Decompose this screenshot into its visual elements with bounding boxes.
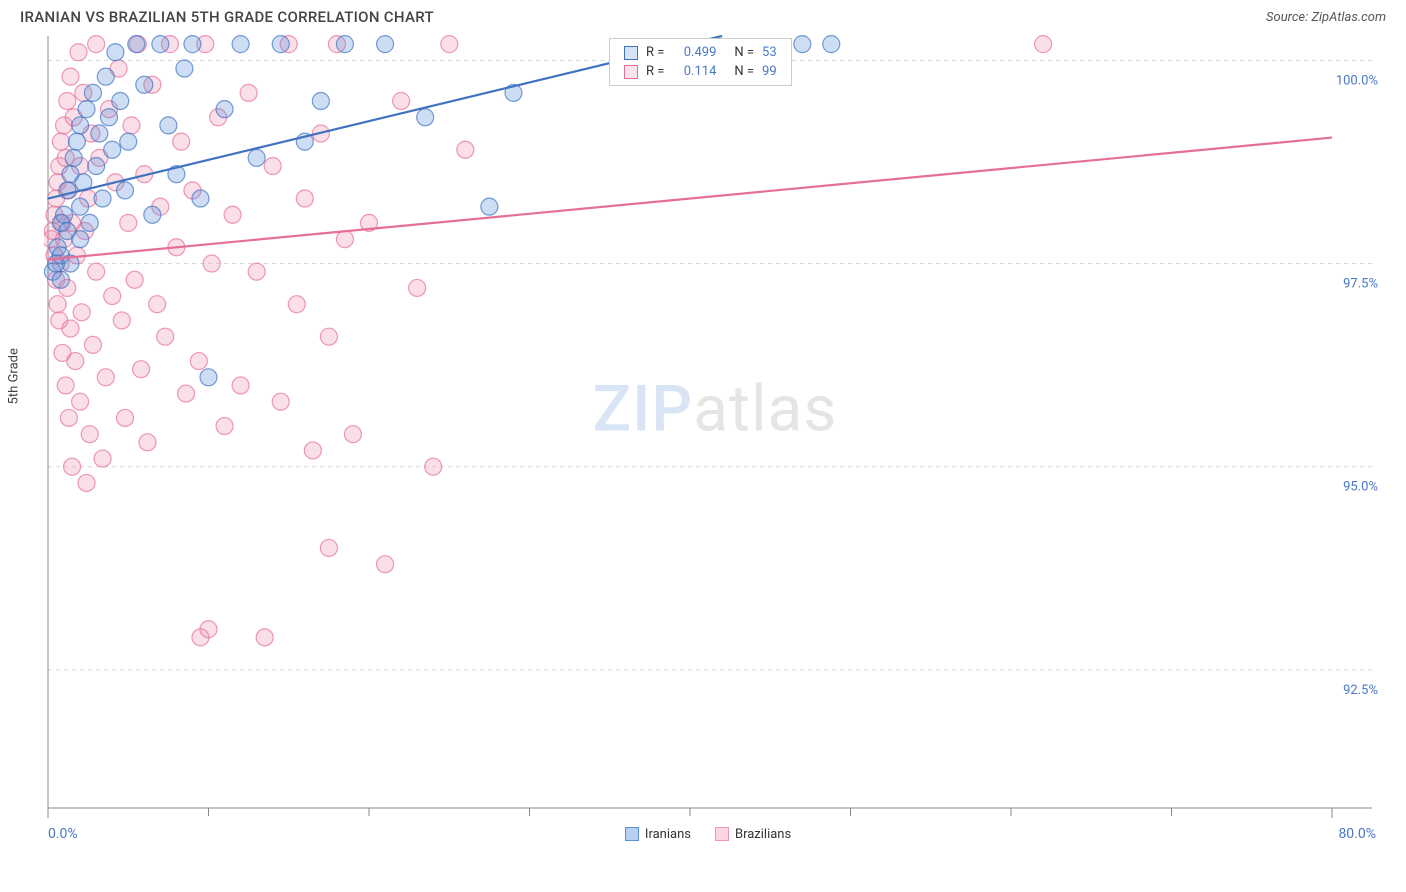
legend-item: Iranians <box>625 827 691 842</box>
source-label: Source: <box>1266 10 1311 25</box>
r-value: 0.114 <box>672 64 716 79</box>
legend-item: Brazilians <box>715 827 791 842</box>
chart-footer: 0.0% Iranians Brazilians 80.0% <box>0 820 1406 842</box>
stat-row: R = 0.499 N = 53 <box>610 43 791 62</box>
stat-swatch <box>624 65 638 79</box>
svg-text:95.0%: 95.0% <box>1343 480 1378 495</box>
n-value: 53 <box>762 45 777 60</box>
r-value: 0.499 <box>672 45 716 60</box>
series-legend: Iranians Brazilians <box>625 827 791 842</box>
source-name: ZipAtlas.com <box>1311 10 1386 25</box>
stat-swatch <box>624 46 638 60</box>
chart-title: IRANIAN VS BRAZILIAN 5TH GRADE CORRELATI… <box>20 8 434 26</box>
source-attribution: Source: ZipAtlas.com <box>1266 10 1386 25</box>
n-value: 99 <box>762 64 777 79</box>
y-axis-label: 5th Grade <box>7 348 22 404</box>
legend-swatch <box>715 827 729 841</box>
stat-row: R = 0.114 N = 99 <box>610 62 791 81</box>
x-axis-max: 80.0% <box>1338 826 1376 842</box>
n-label: N = <box>734 45 754 60</box>
legend-label: Brazilians <box>735 827 791 842</box>
legend-swatch <box>625 827 639 841</box>
r-label: R = <box>646 45 664 60</box>
legend-label: Iranians <box>645 827 691 842</box>
svg-text:92.5%: 92.5% <box>1343 683 1378 698</box>
chart-area: 5th Grade 92.5%95.0%97.5%100.0% ZIPatlas… <box>44 30 1386 820</box>
svg-text:100.0%: 100.0% <box>1336 73 1378 88</box>
correlation-stats-box: R = 0.499 N = 53 R = 0.114 N = 99 <box>609 38 792 86</box>
scatter-chart: 92.5% 95.0% 97.5% 100.0% <box>44 30 1384 820</box>
r-label: R = <box>646 64 664 79</box>
chart-header: IRANIAN VS BRAZILIAN 5TH GRADE CORRELATI… <box>0 0 1406 30</box>
x-axis-min: 0.0% <box>48 826 78 842</box>
n-label: N = <box>734 64 754 79</box>
svg-text:97.5%: 97.5% <box>1343 277 1378 292</box>
